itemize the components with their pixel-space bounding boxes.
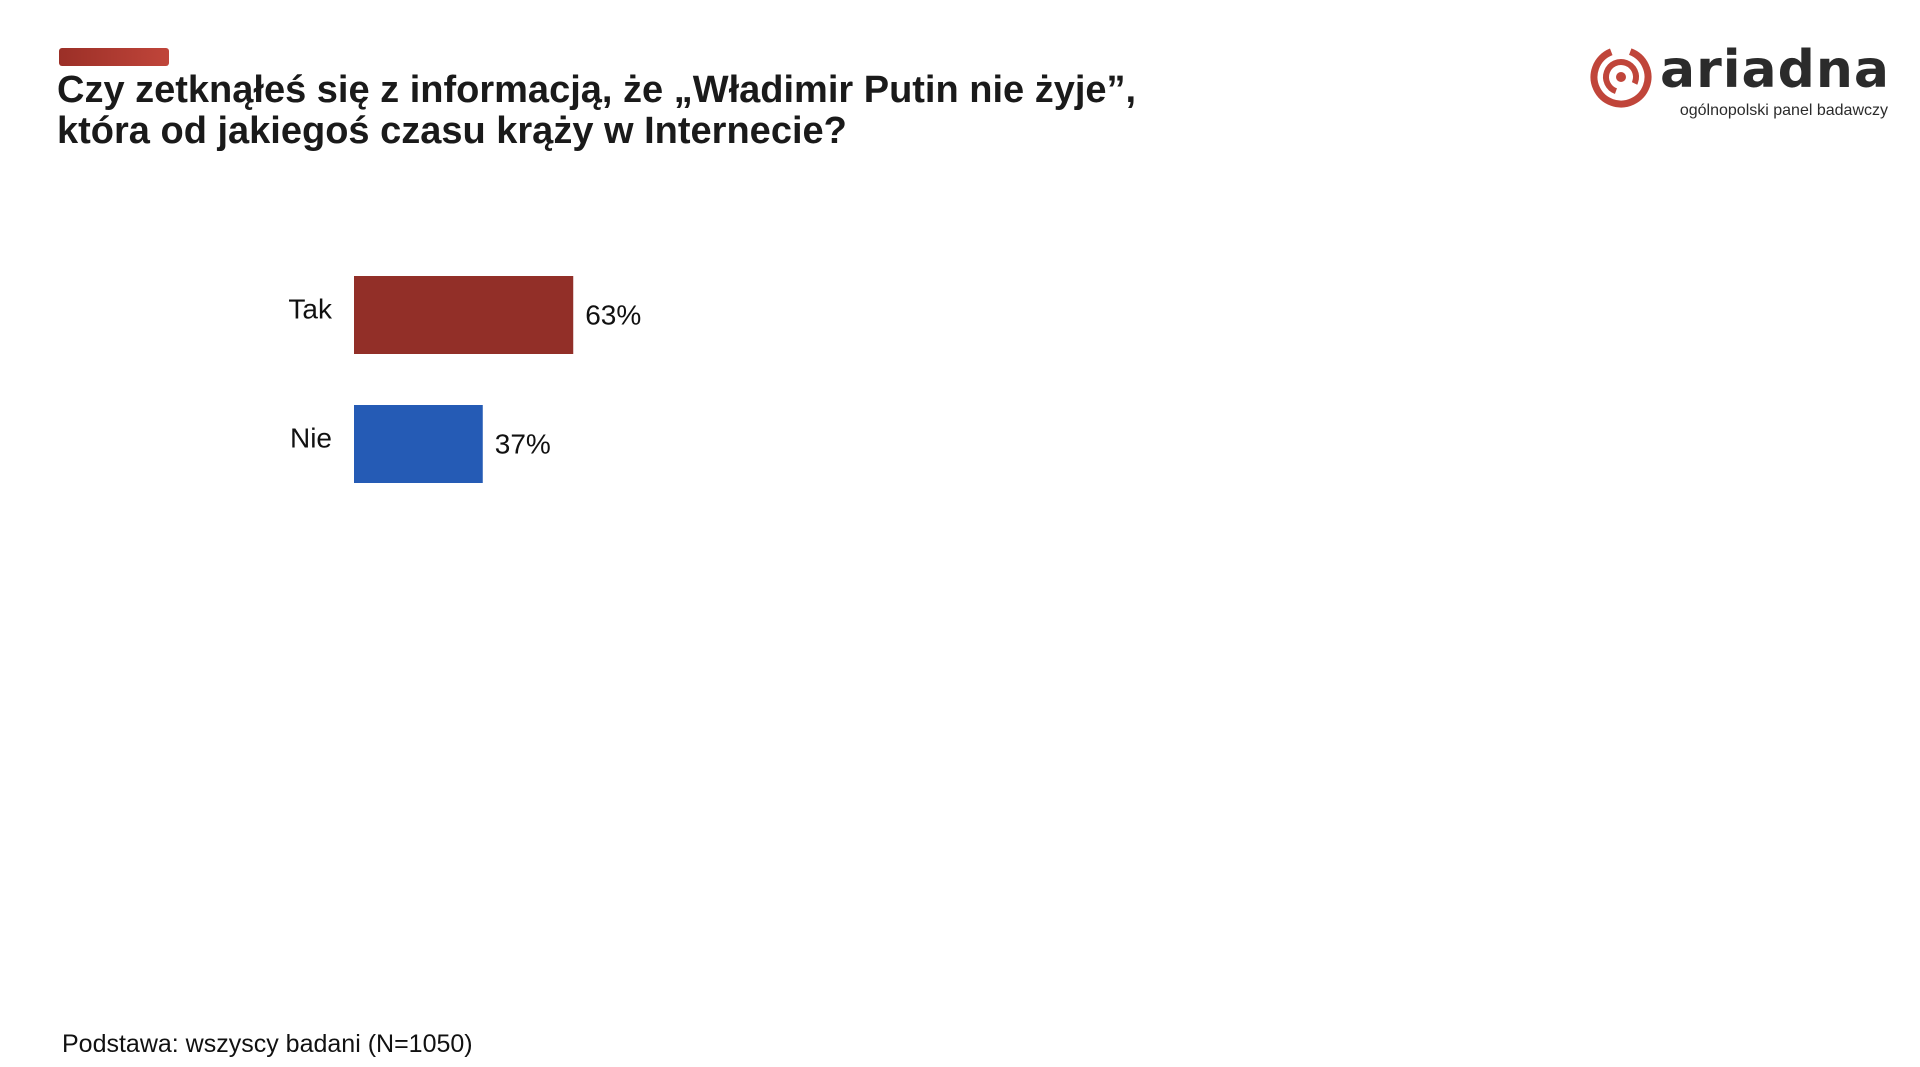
- base-footnote: Podstawa: wszyscy badani (N=1050): [62, 1030, 473, 1058]
- ariadna-logo: ariadna ogólnopolski panel badawczy: [1590, 40, 1890, 124]
- category-label-nie: Nie: [290, 422, 332, 453]
- category-label-tak: Tak: [288, 293, 333, 324]
- bar-nie: [354, 405, 483, 483]
- value-label-nie: 37%: [495, 428, 551, 459]
- page-title-line-2: która od jakiegoś czasu krąży w Internec…: [57, 110, 847, 152]
- logo-wordmark: ariadna: [1660, 40, 1890, 100]
- bar-tak: [354, 276, 574, 354]
- page-title: Czy zetknąłeś się z informacją, że „Wład…: [57, 70, 1307, 152]
- title-accent-bar: [59, 48, 169, 66]
- logo-tagline: ogólnopolski panel badawczy: [1679, 102, 1888, 119]
- spiral-logo-icon: [1590, 46, 1652, 108]
- page-title-line-1: Czy zetknąłeś się z informacją, że „Wład…: [57, 69, 1137, 111]
- value-label-tak: 63%: [585, 299, 641, 330]
